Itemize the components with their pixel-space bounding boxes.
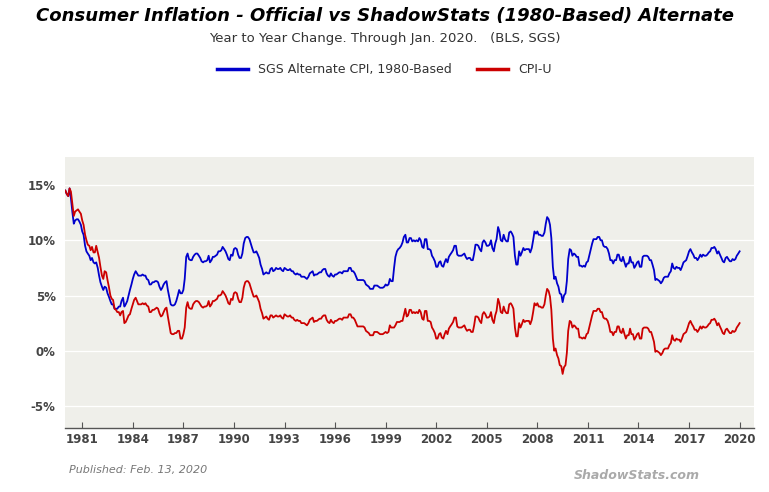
Text: Published: Feb. 13, 2020: Published: Feb. 13, 2020: [69, 465, 208, 475]
Text: Year to Year Change. Through Jan. 2020.   (BLS, SGS): Year to Year Change. Through Jan. 2020. …: [208, 32, 561, 45]
Text: Consumer Inflation - Official vs ShadowStats (1980-Based) Alternate: Consumer Inflation - Official vs ShadowS…: [35, 7, 734, 26]
Legend: SGS Alternate CPI, 1980-Based, CPI-U: SGS Alternate CPI, 1980-Based, CPI-U: [212, 58, 557, 81]
Text: ShadowStats.com: ShadowStats.com: [574, 469, 700, 482]
